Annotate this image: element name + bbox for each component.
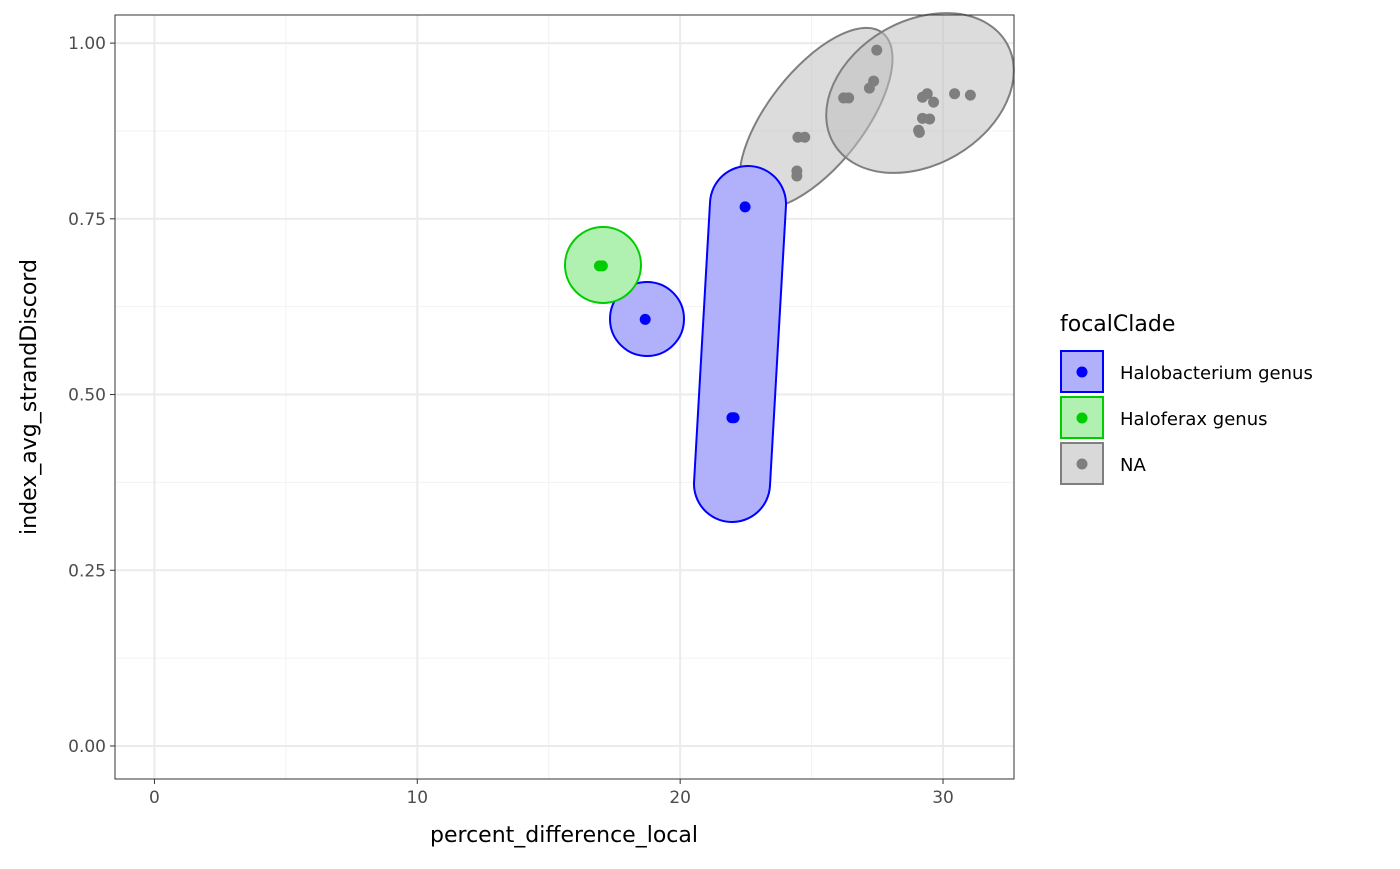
data-point: [639, 313, 651, 325]
x-axis-label: percent_difference_local: [430, 823, 698, 848]
legend-label: Halobacterium genus: [1120, 363, 1313, 384]
y-tick-label: 0.25: [68, 561, 106, 581]
x-tick-label: 30: [932, 788, 954, 808]
x-tick-label: 20: [669, 788, 691, 808]
y-tick-label: 0.75: [68, 210, 106, 230]
legend-title: focalClade: [1060, 312, 1175, 337]
legend-key-point: [1076, 412, 1088, 424]
data-point: [964, 89, 976, 101]
data-point: [949, 88, 961, 100]
data-point: [928, 96, 940, 108]
data-point: [843, 92, 855, 104]
data-point: [739, 201, 751, 213]
y-tick-label: 0.00: [68, 737, 106, 757]
legend: focalClade Halobacterium genus Haloferax …: [1060, 312, 1313, 485]
data-point: [791, 170, 803, 182]
x-tick-label: 10: [406, 788, 428, 808]
data-point: [728, 412, 740, 424]
y-tick-label: 0.50: [68, 386, 106, 406]
axes: 0 10 20 30 0.00 0.25 0.50 0.75 1.00: [68, 34, 954, 808]
data-point: [871, 44, 883, 56]
legend-label: NA: [1120, 455, 1146, 476]
data-point: [596, 260, 608, 272]
panel-border: [114, 14, 1015, 780]
legend-key-point: [1076, 366, 1088, 378]
data-point: [799, 131, 811, 143]
data-point: [921, 88, 933, 100]
data-point: [913, 126, 925, 138]
y-axis-label: index_avg_strandDiscord: [17, 259, 42, 535]
points: [593, 44, 976, 424]
x-tick-label: 0: [149, 788, 160, 808]
legend-label: Haloferax genus: [1120, 409, 1268, 430]
legend-key-point: [1076, 458, 1088, 470]
data-point: [924, 113, 936, 125]
y-tick-label: 1.00: [68, 34, 106, 54]
hull-halobacterium: [695, 167, 785, 521]
data-point: [863, 82, 875, 94]
